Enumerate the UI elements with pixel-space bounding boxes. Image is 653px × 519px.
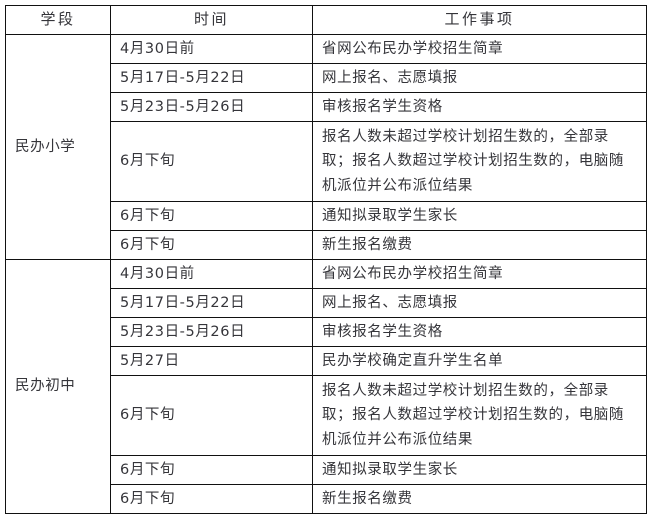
task-cell: 省网公布民办学校招生简章	[312, 259, 647, 290]
task-cell: 报名人数未超过学校计划招生数的，全部录取；报名人数超过学校计划招生数的，电脑随机…	[312, 375, 647, 457]
schedule-table-container: 学段 时间 工作事项 民办小学 4月30日前 省网公布民办学校招生简章 5月17日-5…	[5, 5, 647, 515]
column-header-task: 工作事项	[312, 5, 647, 35]
time-cell: 5月23日-5月26日	[110, 92, 313, 122]
column-header-time: 时间	[110, 5, 313, 35]
task-cell: 通知拟录取学生家长	[312, 455, 647, 486]
task-cell: 新生报名缴费	[312, 230, 647, 261]
task-cell: 报名人数未超过学校计划招生数的，全部录取；报名人数超过学校计划招生数的，电脑随机…	[312, 120, 647, 203]
table-body: 民办小学 4月30日前 省网公布民办学校招生简章 5月17日-5月22日 网上报名、志愿…	[5, 33, 647, 515]
time-cell: 5月23日-5月26日	[110, 317, 313, 348]
table-row: 5月23日-5月26日 审核报名学生资格	[6, 317, 647, 348]
task-cell: 网上报名、志愿填报	[312, 288, 647, 319]
table-row: 6月下旬 通知拟录取学生家长	[6, 455, 647, 486]
time-cell: 4月30日前	[110, 259, 313, 290]
table-row: 6月下旬 新生报名缴费	[6, 484, 647, 515]
time-cell: 6月下旬	[110, 375, 313, 457]
header-row: 学段 时间 工作事项	[5, 5, 647, 35]
table-row: 民办初中 4月30日前 省网公布民办学校招生简章	[5, 259, 647, 515]
table-row: 5月17日-5月22日 网上报名、志愿填报	[6, 288, 647, 319]
time-cell: 5月27日	[110, 346, 313, 377]
task-cell: 网上报名、志愿填报	[312, 63, 647, 93]
column-header-stage: 学段	[5, 5, 111, 35]
table-row: 6月下旬 报名人数未超过学校计划招生数的，全部录取；报名人数超过学校计划招生数的，…	[6, 375, 647, 457]
time-cell: 4月30日前	[110, 34, 313, 64]
task-cell: 审核报名学生资格	[312, 317, 647, 348]
time-cell: 6月下旬	[110, 230, 313, 261]
time-cell: 5月17日-5月22日	[110, 288, 313, 319]
task-cell: 民办学校确定直升学生名单	[312, 346, 647, 377]
task-cell: 审核报名学生资格	[312, 92, 647, 122]
time-cell: 6月下旬	[110, 120, 313, 203]
time-cell: 5月17日-5月22日	[110, 63, 313, 93]
table-row: 6月下旬 新生报名缴费	[6, 230, 647, 261]
table-row: 5月23日-5月26日 审核报名学生资格	[6, 92, 647, 122]
table-row: 6月下旬 报名人数未超过学校计划招生数的，全部录取；报名人数超过学校计划招生数的，…	[6, 120, 647, 203]
time-cell: 6月下旬	[110, 201, 313, 232]
admission-schedule-table: 学段 时间 工作事项 民办小学 4月30日前 省网公布民办学校招生简章 5月17日-5…	[5, 5, 647, 515]
table-row: 5月17日-5月22日 网上报名、志愿填报	[6, 63, 647, 93]
table-row: 民办小学 4月30日前 省网公布民办学校招生简章	[5, 33, 647, 261]
time-cell: 6月下旬	[110, 455, 313, 486]
task-cell: 新生报名缴费	[312, 484, 647, 515]
task-cell: 通知拟录取学生家长	[312, 201, 647, 232]
stage-cell: 民办小学	[5, 33, 111, 261]
table-header: 学段 时间 工作事项	[5, 5, 647, 35]
time-cell: 6月下旬	[110, 484, 313, 515]
task-cell: 省网公布民办学校招生简章	[312, 34, 647, 64]
stage-cell: 民办初中	[5, 259, 111, 515]
